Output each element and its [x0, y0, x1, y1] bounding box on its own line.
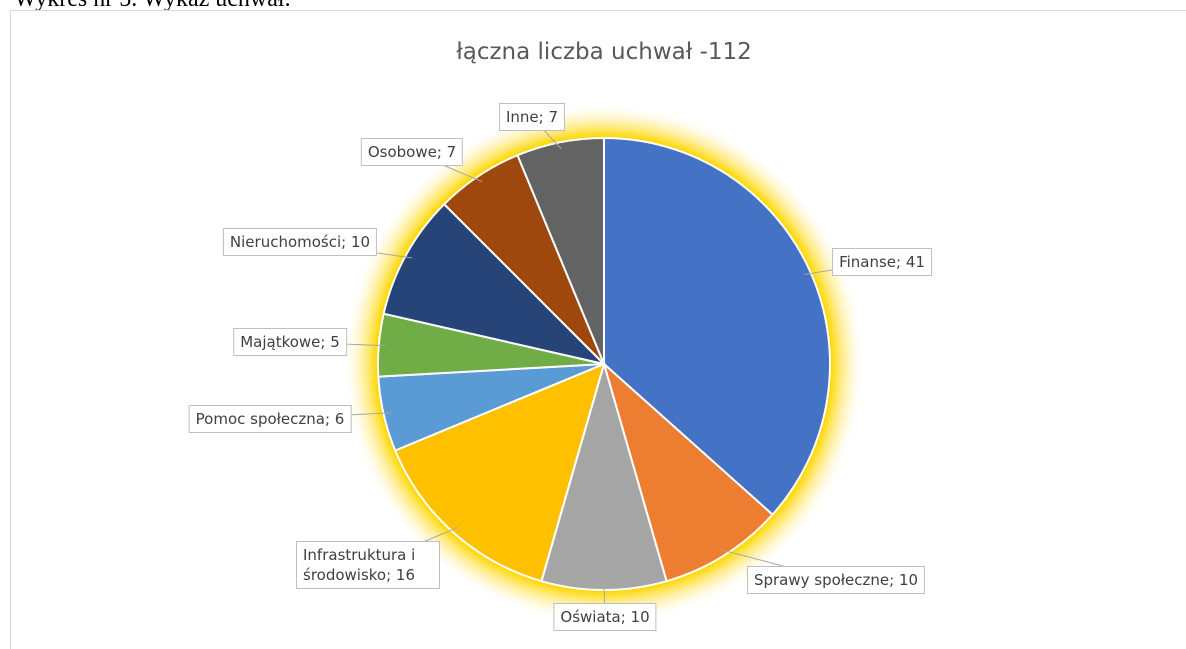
pie-slice	[382, 202, 608, 366]
caption: Wykres nr 5. Wykaz uchwał.	[14, 0, 291, 13]
data-label: Oświata; 10	[553, 603, 657, 631]
pie-slice	[602, 360, 774, 583]
data-label: Nieruchomości; 10	[222, 228, 378, 256]
pie-slice	[516, 136, 605, 365]
pie-slice	[603, 136, 831, 517]
data-label: Finanse; 41	[832, 248, 932, 276]
data-label: Pomoc społeczna; 6	[188, 405, 352, 433]
data-label: Osobowe; 7	[360, 138, 464, 166]
data-label: Sprawy społeczne; 10	[746, 566, 926, 594]
data-label: Inne; 7	[498, 103, 566, 131]
data-label: Majątkowe; 5	[233, 328, 347, 356]
pie-slice	[393, 362, 606, 583]
chart-title: łączna liczba uchwał -112	[456, 39, 752, 65]
data-label: Infrastruktura i środowisko; 16	[296, 541, 440, 589]
